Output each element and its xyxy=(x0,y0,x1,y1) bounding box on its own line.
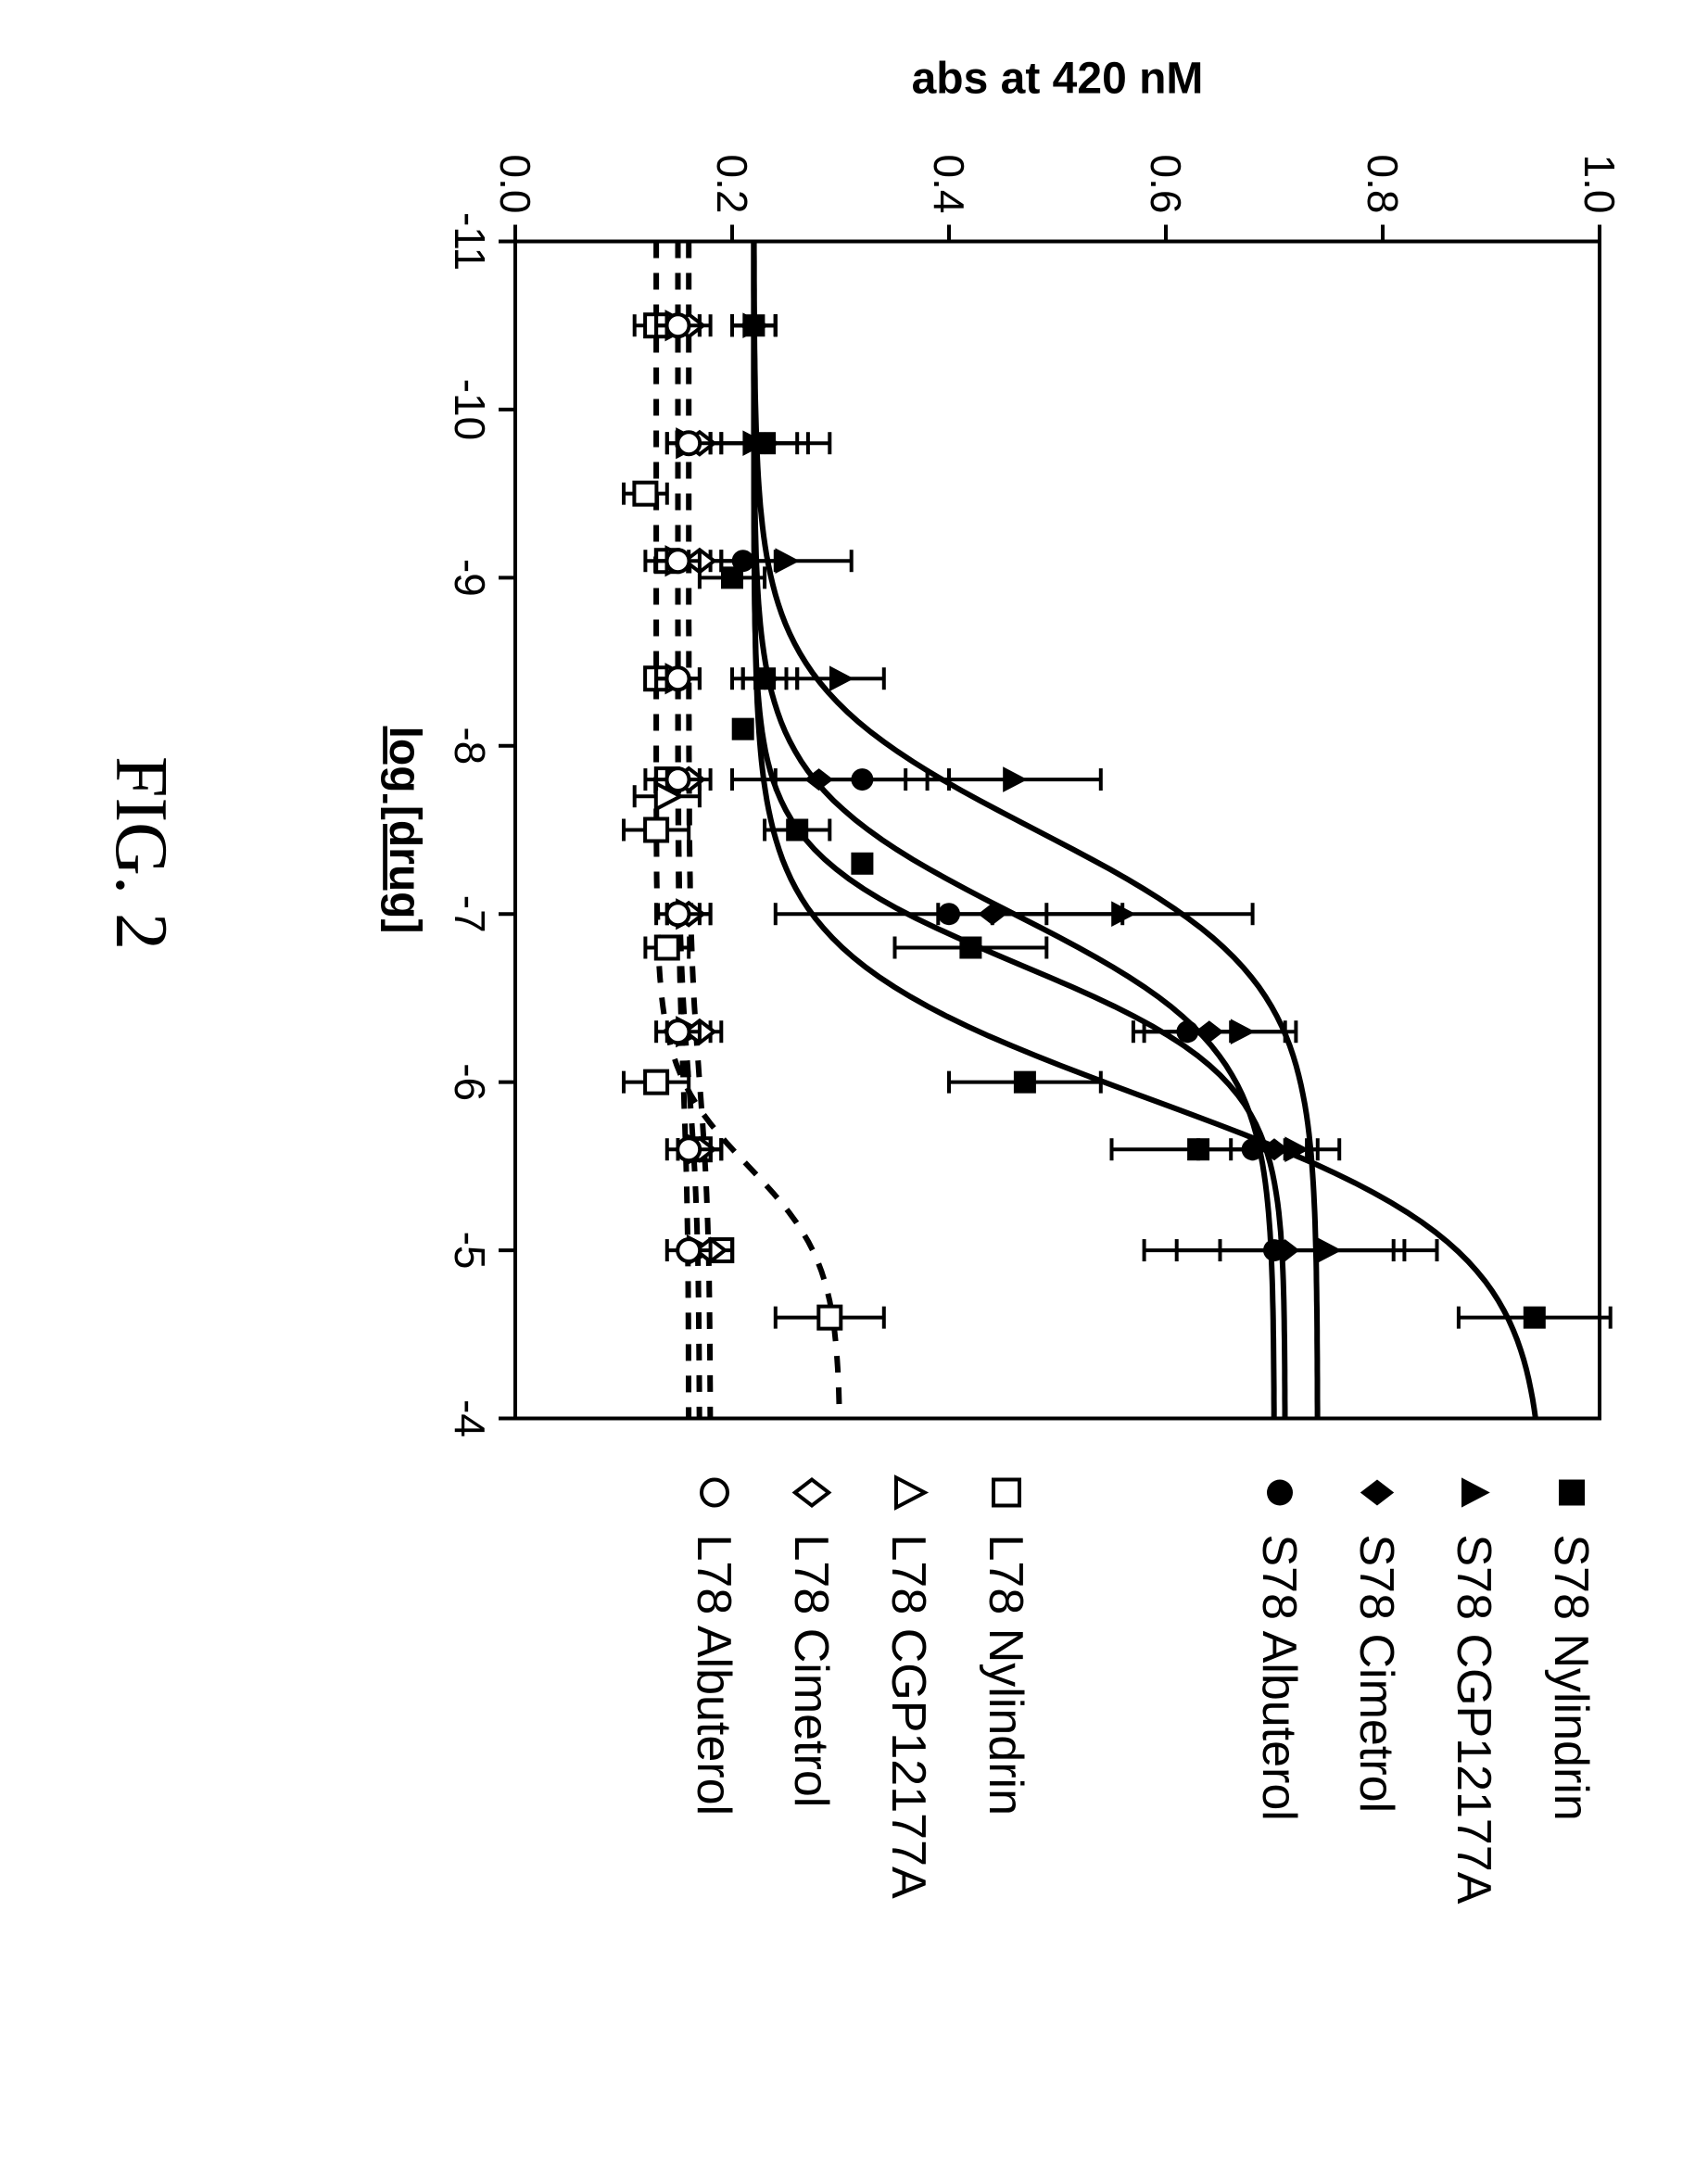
legend-label-l78_albuterol: L78 Albuterol xyxy=(687,1534,740,1816)
curve-s78_cgp xyxy=(753,241,1317,1418)
page: -11 -10 -9 -8 -7 -6 -5 -4 0.0 0.2 0.4 0.6 0.8 1.0 log … xyxy=(0,0,1708,2164)
svg-text:-11: -11 xyxy=(446,211,494,270)
legend-item-s78_cgp: S78 CGP12177A xyxy=(1447,1477,1500,1904)
legend-item-l78_cimetrol: L78 Cimetrol xyxy=(784,1479,838,1807)
figure-caption: FIG. 2 xyxy=(100,756,182,950)
svg-text:-8: -8 xyxy=(446,727,494,765)
legend-label-s78_cgp: S78 CGP12177A xyxy=(1447,1534,1500,1904)
svg-text:-5: -5 xyxy=(446,1231,494,1269)
svg-text:-10: -10 xyxy=(446,378,494,439)
y-axis-label: abs at 420 nM xyxy=(911,54,1203,103)
curve-s78_cimetrol xyxy=(753,241,1284,1418)
svg-text:-4: -4 xyxy=(446,1399,494,1437)
legend-item-s78_albuterol: S78 Albuterol xyxy=(1252,1479,1306,1820)
legend-label-l78_nylindrin: L78 Nylindrin xyxy=(979,1534,1032,1816)
legend-label-l78_cgp: L78 CGP12177A xyxy=(881,1534,935,1898)
legend-item-l78_albuterol: L78 Albuterol xyxy=(687,1479,740,1816)
legend-label-s78_cimetrol: S78 Cimetrol xyxy=(1349,1534,1403,1813)
svg-text:1.0: 1.0 xyxy=(1575,154,1624,213)
svg-text:0.4: 0.4 xyxy=(925,154,973,213)
points-s78_cimetrol xyxy=(699,314,1393,1261)
legend-item-l78_cgp: L78 CGP12177A xyxy=(881,1477,935,1899)
legend-item-l78_nylindrin: L78 Nylindrin xyxy=(979,1479,1032,1816)
svg-text:-7: -7 xyxy=(446,894,494,932)
rotated-content: -11 -10 -9 -8 -7 -6 -5 -4 0.0 0.2 0.4 0.6 0.8 1.0 log … xyxy=(0,0,1708,2164)
legend-item-s78_cimetrol: S78 Cimetrol xyxy=(1349,1479,1403,1813)
x-axis-label: log [drug] xyxy=(380,726,429,933)
legend-label-s78_albuterol: S78 Albuterol xyxy=(1252,1534,1306,1820)
svg-text:0.2: 0.2 xyxy=(708,154,756,213)
chart-container: -11 -10 -9 -8 -7 -6 -5 -4 0.0 0.2 0.4 0.6 0.8 1.0 log … xyxy=(0,0,1708,2164)
svg-text:-9: -9 xyxy=(446,558,494,596)
points-s78_nylindrin xyxy=(699,314,1610,1328)
svg-text:0.6: 0.6 xyxy=(1142,154,1190,213)
legend-label-s78_nylindrin: S78 Nylindrin xyxy=(1544,1534,1598,1820)
legend-label-l78_cimetrol: L78 Cimetrol xyxy=(784,1534,838,1807)
legend-item-s78_nylindrin: S78 Nylindrin xyxy=(1544,1479,1598,1820)
svg-text:0.0: 0.0 xyxy=(491,154,539,213)
svg-text:-6: -6 xyxy=(446,1063,494,1101)
points-s78_albuterol xyxy=(710,314,1404,1261)
svg-text:0.8: 0.8 xyxy=(1359,154,1407,213)
chart-svg: -11 -10 -9 -8 -7 -6 -5 -4 0.0 0.2 0.4 0.6 0.8 1.0 log … xyxy=(3,0,1708,2164)
